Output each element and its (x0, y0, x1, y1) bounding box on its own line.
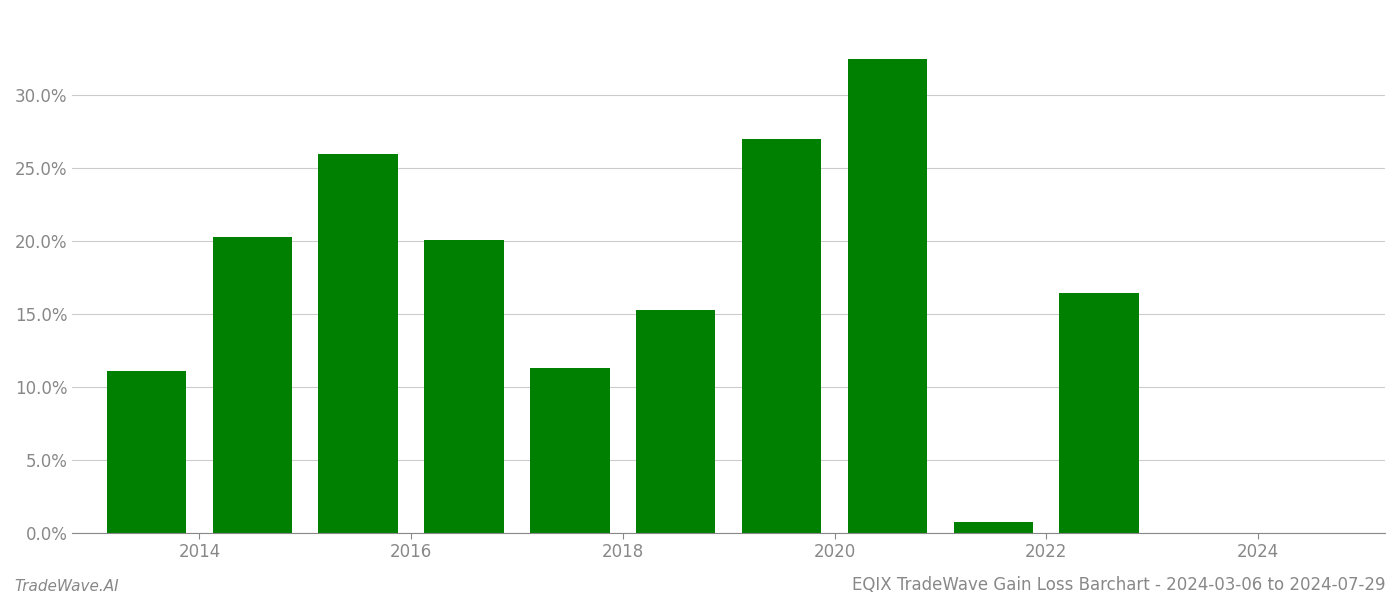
Text: EQIX TradeWave Gain Loss Barchart - 2024-03-06 to 2024-07-29: EQIX TradeWave Gain Loss Barchart - 2024… (853, 576, 1386, 594)
Bar (636, 310, 715, 533)
Text: TradeWave.AI: TradeWave.AI (14, 579, 119, 594)
Bar (742, 139, 822, 533)
Bar (531, 368, 609, 533)
Bar (848, 59, 927, 533)
Bar (1060, 293, 1138, 533)
Bar (106, 371, 186, 533)
Bar (213, 236, 293, 533)
Bar (953, 523, 1033, 533)
Bar (424, 239, 504, 533)
Bar (318, 154, 398, 533)
